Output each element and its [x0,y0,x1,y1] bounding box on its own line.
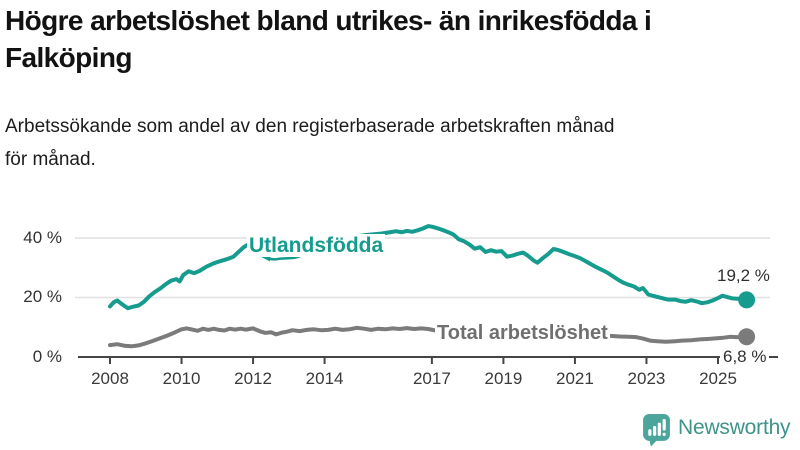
end-value-label-total-arbetsloshet: 6,8 % [720,348,770,366]
y-axis-label-0: 0 % [32,347,62,366]
x-axis-tick-label: 2010 [163,369,201,388]
y-axis-label-20: 20 % [23,287,62,306]
chart-title: Högre arbetslöshet bland utrikes- än inr… [5,5,652,73]
series-label-total-arbetsloshet: Total arbetslöshet [435,321,610,346]
series-line-total-arbetsloshet [108,325,749,349]
series-line-utlandsfodda [108,224,749,311]
y-axis-label-40: 40 % [23,228,62,247]
x-axis-tick-label: 2017 [413,369,451,388]
x-axis-tick-label: 2021 [556,369,594,388]
chart-header: Högre arbetslöshet bland utrikes- än inr… [5,2,795,176]
end-value-label-utlandsfodda: 19,2 % [717,266,770,285]
newsworthy-brand-name: Newsworthy [678,416,791,439]
x-axis-tick-label: 2023 [628,369,666,388]
series-end-dot-utlandsfodda [738,291,756,309]
x-axis-tick-label: 2008 [91,369,129,388]
x-axis-tick-label: 2019 [484,369,522,388]
series-label-utlandsfodda: Utlandsfödda [247,234,386,257]
x-axis-tick-label: 2025 [699,369,737,388]
chart-subtitle: Arbetssökande som andel av den registerb… [5,116,615,170]
x-axis-tick-label: 2012 [234,369,272,388]
newsworthy-logo-icon [643,414,670,447]
newsworthy-branding[interactable]: Newsworthy [643,414,791,447]
series-end-dot-total-arbetsloshet [738,328,756,346]
x-axis-tick-label: 2014 [306,369,344,388]
